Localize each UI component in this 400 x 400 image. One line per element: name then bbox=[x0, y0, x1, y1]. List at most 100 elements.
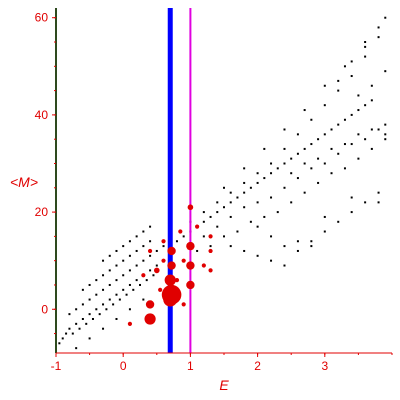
data-point-black bbox=[249, 220, 252, 223]
data-point-black bbox=[202, 211, 205, 214]
data-point-black bbox=[263, 177, 266, 180]
data-point-black bbox=[223, 206, 225, 209]
data-point-black bbox=[95, 279, 98, 282]
y-axis-title: <M> bbox=[10, 174, 38, 190]
data-point-black bbox=[270, 259, 273, 262]
data-point-black bbox=[209, 215, 212, 218]
data-point-black bbox=[337, 152, 340, 155]
data-point-black bbox=[357, 157, 360, 160]
data-point-black bbox=[229, 191, 232, 194]
data-point-black bbox=[65, 332, 68, 335]
data-point-black bbox=[370, 99, 373, 102]
data-point-black bbox=[236, 196, 239, 199]
data-point-black bbox=[95, 293, 98, 296]
data-point-black bbox=[343, 167, 346, 170]
data-point-black bbox=[370, 147, 373, 150]
data-point-black bbox=[149, 254, 152, 257]
data-point-black bbox=[243, 167, 246, 170]
data-point-red bbox=[174, 278, 180, 283]
data-point-black bbox=[81, 303, 84, 306]
data-point-black bbox=[202, 235, 205, 238]
x-tick-label: 2 bbox=[254, 359, 261, 373]
data-point-black bbox=[61, 337, 64, 340]
data-point-black bbox=[115, 293, 118, 296]
data-point-black bbox=[263, 147, 266, 150]
plot-area bbox=[58, 8, 387, 353]
data-point-black bbox=[128, 308, 131, 311]
data-point-black bbox=[243, 181, 246, 184]
data-point-black bbox=[128, 283, 131, 286]
data-point-black bbox=[364, 201, 367, 204]
data-point-black bbox=[330, 172, 333, 175]
data-point-black bbox=[112, 303, 115, 306]
data-point-black bbox=[155, 249, 158, 252]
data-point-black bbox=[337, 220, 340, 223]
data-point-black bbox=[330, 147, 333, 150]
data-point-red bbox=[181, 302, 186, 307]
data-point-black bbox=[296, 152, 299, 155]
data-point-black bbox=[88, 298, 91, 301]
data-point-black bbox=[196, 249, 199, 252]
data-point-black bbox=[256, 225, 259, 228]
data-point-black bbox=[357, 133, 360, 136]
data-point-black bbox=[223, 186, 225, 189]
data-point-black bbox=[357, 94, 360, 97]
data-point-red bbox=[144, 313, 156, 325]
data-point-black bbox=[330, 128, 333, 131]
data-point-black bbox=[128, 240, 131, 243]
data-point-black bbox=[276, 167, 279, 170]
x-axis-title: E bbox=[219, 377, 229, 393]
data-point-black bbox=[78, 327, 81, 330]
data-point-red bbox=[161, 239, 166, 244]
data-point-red bbox=[208, 268, 213, 273]
data-point-red bbox=[164, 274, 176, 286]
data-point-black bbox=[384, 138, 387, 141]
data-point-black bbox=[290, 172, 293, 175]
data-point-black bbox=[88, 337, 91, 340]
data-point-black bbox=[283, 264, 286, 267]
data-point-black bbox=[145, 279, 148, 282]
data-point-black bbox=[290, 201, 293, 204]
data-point-black bbox=[317, 138, 320, 141]
data-point-black bbox=[364, 55, 367, 58]
data-point-black bbox=[102, 274, 105, 277]
data-point-black bbox=[122, 274, 125, 277]
data-point-black bbox=[149, 269, 152, 272]
data-point-red bbox=[208, 234, 213, 239]
data-point-black bbox=[142, 245, 145, 248]
data-point-black bbox=[343, 143, 346, 146]
data-point-black bbox=[216, 225, 219, 228]
data-point-black bbox=[377, 191, 380, 194]
data-point-black bbox=[139, 283, 141, 286]
data-point-black bbox=[216, 211, 219, 214]
data-point-red bbox=[186, 261, 195, 270]
data-point-red bbox=[201, 263, 206, 268]
data-point-black bbox=[128, 254, 131, 257]
data-point-black bbox=[249, 186, 252, 189]
data-point-black bbox=[243, 249, 246, 252]
x-tick-label: 3 bbox=[321, 359, 328, 373]
data-point-black bbox=[115, 249, 118, 252]
data-point-black bbox=[357, 109, 360, 112]
data-point-black bbox=[310, 167, 313, 170]
data-point-black bbox=[142, 259, 145, 262]
data-point-black bbox=[155, 264, 158, 267]
data-point-black bbox=[229, 245, 232, 248]
data-point-black bbox=[216, 201, 219, 204]
data-point-black bbox=[102, 259, 105, 262]
data-point-black bbox=[122, 259, 125, 262]
data-point-black bbox=[202, 220, 205, 223]
y-tick-label: 20 bbox=[35, 205, 49, 219]
data-point-black bbox=[377, 26, 380, 29]
data-point-black bbox=[122, 245, 125, 248]
data-point-black bbox=[303, 191, 306, 194]
data-point-red bbox=[208, 248, 213, 254]
data-point-black bbox=[276, 211, 279, 214]
data-point-black bbox=[243, 206, 246, 209]
data-point-black bbox=[283, 162, 286, 165]
data-point-black bbox=[98, 313, 101, 316]
data-point-black bbox=[337, 123, 340, 126]
data-point-black bbox=[142, 230, 145, 233]
data-point-black bbox=[283, 128, 286, 131]
data-point-black bbox=[115, 317, 118, 320]
